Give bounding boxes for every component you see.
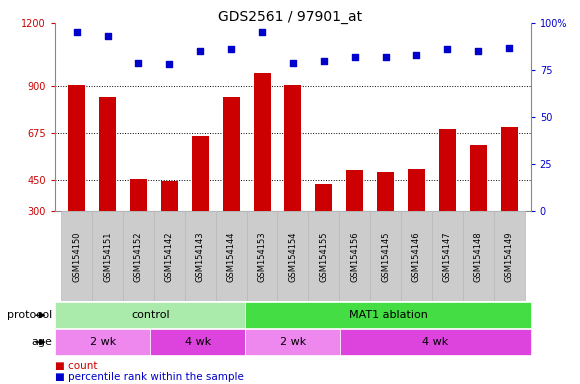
- FancyBboxPatch shape: [216, 211, 246, 301]
- Text: protocol: protocol: [7, 310, 52, 320]
- Point: [350, 54, 359, 60]
- Text: GDS2561 / 97901_at: GDS2561 / 97901_at: [218, 10, 362, 23]
- Bar: [99, 97, 116, 211]
- FancyBboxPatch shape: [123, 211, 154, 301]
- FancyBboxPatch shape: [55, 329, 150, 355]
- FancyBboxPatch shape: [494, 211, 524, 301]
- Point: [473, 48, 483, 55]
- Point: [227, 46, 236, 53]
- FancyBboxPatch shape: [401, 211, 432, 301]
- Bar: [130, 179, 147, 211]
- Text: GSM154151: GSM154151: [103, 231, 112, 281]
- Text: 2 wk: 2 wk: [280, 337, 306, 347]
- Text: GSM154146: GSM154146: [412, 231, 421, 281]
- FancyBboxPatch shape: [245, 302, 531, 328]
- FancyBboxPatch shape: [277, 211, 309, 301]
- FancyBboxPatch shape: [370, 211, 401, 301]
- Point: [443, 46, 452, 53]
- Point: [505, 45, 514, 51]
- Text: GSM154143: GSM154143: [196, 231, 205, 281]
- Text: GSM154144: GSM154144: [227, 231, 235, 281]
- FancyBboxPatch shape: [246, 211, 277, 301]
- Text: GSM154142: GSM154142: [165, 231, 174, 281]
- Text: age: age: [31, 337, 52, 347]
- FancyBboxPatch shape: [309, 211, 339, 301]
- FancyBboxPatch shape: [61, 211, 92, 301]
- Text: GSM154152: GSM154152: [134, 231, 143, 281]
- Point: [258, 30, 267, 36]
- Point: [72, 30, 81, 36]
- FancyBboxPatch shape: [339, 211, 370, 301]
- Point: [195, 48, 205, 55]
- Bar: [439, 129, 456, 211]
- Bar: [161, 181, 178, 211]
- Text: ■ percentile rank within the sample: ■ percentile rank within the sample: [55, 372, 244, 382]
- Bar: [192, 136, 209, 211]
- FancyBboxPatch shape: [55, 302, 245, 328]
- Bar: [377, 172, 394, 211]
- FancyBboxPatch shape: [340, 329, 531, 355]
- FancyBboxPatch shape: [154, 211, 185, 301]
- Bar: [346, 170, 363, 211]
- Bar: [253, 73, 270, 211]
- Point: [134, 60, 143, 66]
- Bar: [470, 145, 487, 211]
- Text: GSM154149: GSM154149: [505, 231, 513, 281]
- Text: GSM154145: GSM154145: [381, 231, 390, 281]
- Point: [288, 60, 298, 66]
- Text: 4 wk: 4 wk: [184, 337, 211, 347]
- Text: MAT1 ablation: MAT1 ablation: [349, 310, 427, 320]
- Bar: [223, 97, 240, 211]
- FancyBboxPatch shape: [432, 211, 463, 301]
- Text: GSM154156: GSM154156: [350, 231, 359, 281]
- Text: GSM154153: GSM154153: [258, 231, 267, 281]
- Text: GSM154147: GSM154147: [443, 231, 452, 281]
- Bar: [408, 169, 425, 211]
- Text: control: control: [131, 310, 169, 320]
- Point: [319, 58, 328, 64]
- Text: GSM154148: GSM154148: [474, 231, 483, 281]
- Text: GSM154155: GSM154155: [319, 231, 328, 281]
- Point: [381, 54, 390, 60]
- FancyBboxPatch shape: [245, 329, 340, 355]
- Text: ■ count: ■ count: [55, 361, 97, 371]
- Point: [165, 61, 174, 68]
- FancyBboxPatch shape: [463, 211, 494, 301]
- FancyBboxPatch shape: [150, 329, 245, 355]
- Text: 4 wk: 4 wk: [422, 337, 449, 347]
- Text: GSM154154: GSM154154: [288, 231, 298, 281]
- Point: [412, 52, 421, 58]
- FancyBboxPatch shape: [92, 211, 123, 301]
- Bar: [316, 184, 332, 211]
- Bar: [501, 127, 517, 211]
- FancyBboxPatch shape: [185, 211, 216, 301]
- Point: [103, 33, 113, 39]
- Bar: [284, 85, 302, 211]
- Text: GSM154150: GSM154150: [72, 231, 81, 281]
- Text: 2 wk: 2 wk: [89, 337, 116, 347]
- Bar: [68, 85, 85, 211]
